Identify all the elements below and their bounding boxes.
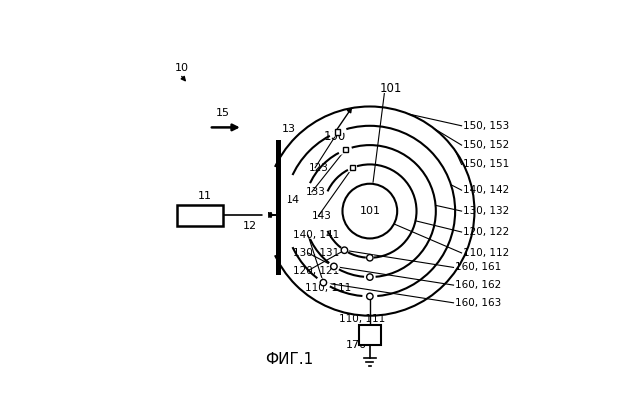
Text: 133: 133 — [305, 187, 325, 197]
Circle shape — [341, 247, 348, 253]
Text: 160, 161: 160, 161 — [455, 263, 501, 273]
Text: ФИГ.1: ФИГ.1 — [265, 352, 314, 367]
Text: 12: 12 — [243, 222, 257, 232]
Bar — [358, 325, 381, 345]
Text: 160, 163: 160, 163 — [455, 298, 501, 308]
Text: 13: 13 — [282, 124, 295, 134]
Bar — [276, 140, 281, 275]
Circle shape — [367, 274, 373, 280]
Text: 11: 11 — [198, 191, 212, 201]
Text: 14: 14 — [286, 195, 300, 205]
Text: 110, 111: 110, 111 — [339, 314, 385, 324]
Text: 123: 123 — [308, 163, 328, 173]
Bar — [342, 147, 348, 153]
Text: 101: 101 — [380, 82, 402, 95]
Text: 143: 143 — [312, 211, 332, 221]
Circle shape — [320, 279, 326, 286]
Circle shape — [367, 255, 373, 261]
Text: 150, 153: 150, 153 — [463, 121, 509, 131]
Text: 170: 170 — [346, 340, 367, 350]
Text: 120, 122: 120, 122 — [463, 227, 509, 237]
Text: 150, 151: 150, 151 — [463, 159, 509, 169]
Text: 130, 132: 130, 132 — [463, 206, 509, 216]
Text: 110, 112: 110, 112 — [463, 248, 509, 258]
Circle shape — [367, 293, 373, 300]
Text: 100: 100 — [323, 130, 346, 143]
Text: 150, 152: 150, 152 — [463, 140, 509, 150]
Text: 140, 142: 140, 142 — [463, 185, 509, 195]
Text: 110, 111: 110, 111 — [305, 283, 352, 293]
Text: 140, 141: 140, 141 — [292, 230, 339, 240]
Text: 130, 131: 130, 131 — [292, 248, 339, 258]
Text: 101: 101 — [359, 206, 380, 216]
Text: 10: 10 — [175, 63, 189, 73]
Bar — [335, 130, 340, 135]
Text: 160, 162: 160, 162 — [455, 280, 501, 290]
Bar — [177, 205, 223, 226]
Text: 15: 15 — [216, 108, 230, 118]
Circle shape — [331, 263, 337, 270]
Bar — [350, 165, 355, 171]
Text: 120, 121: 120, 121 — [292, 265, 339, 275]
